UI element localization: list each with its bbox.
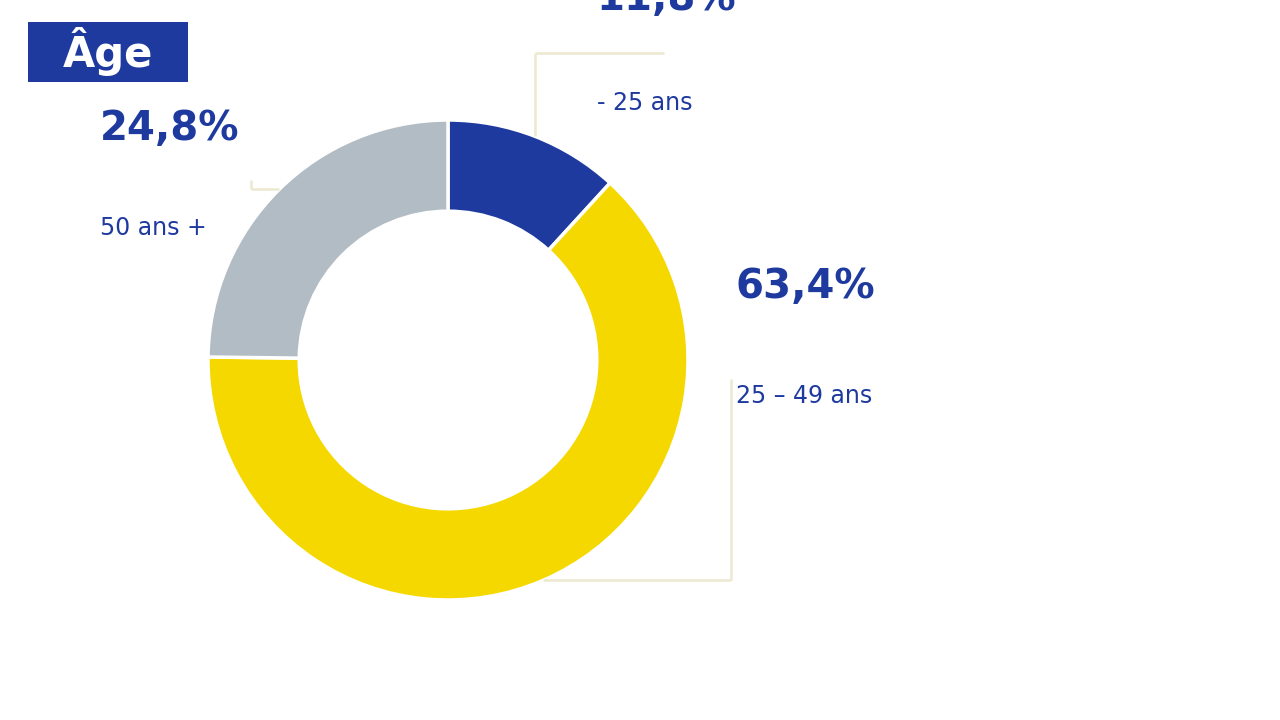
Text: 25 – 49 ans: 25 – 49 ans (736, 384, 872, 408)
Text: 24,8%: 24,8% (100, 109, 239, 149)
Text: - 25 ans: - 25 ans (596, 91, 692, 115)
Wedge shape (448, 120, 611, 251)
Text: Âge: Âge (63, 27, 154, 76)
Wedge shape (209, 183, 687, 600)
Text: 11,8%: 11,8% (596, 0, 736, 19)
Wedge shape (209, 120, 448, 358)
FancyBboxPatch shape (28, 22, 188, 82)
Text: 50 ans +: 50 ans + (100, 216, 207, 240)
Text: 63,4%: 63,4% (736, 267, 876, 307)
